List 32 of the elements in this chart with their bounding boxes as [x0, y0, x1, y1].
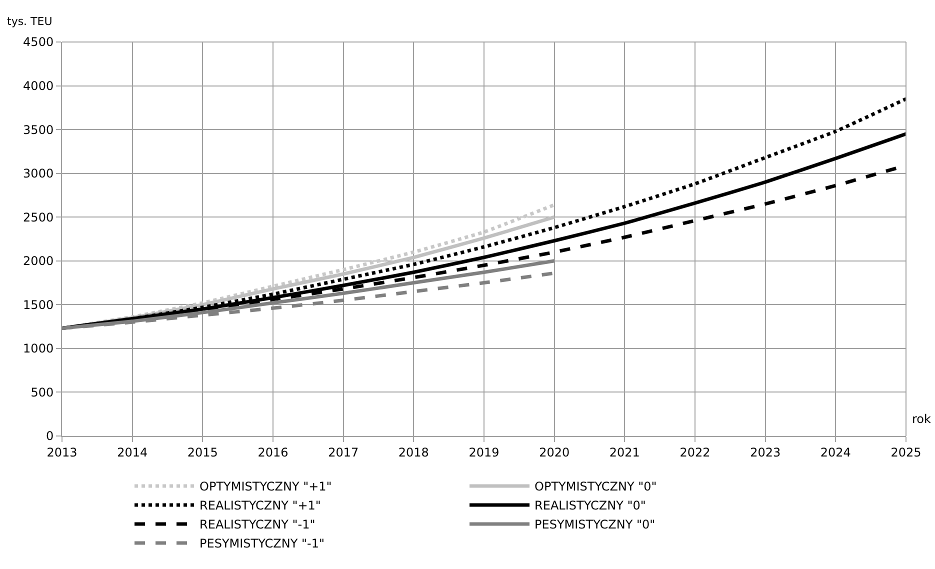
y-tick-label: 2000	[23, 254, 54, 268]
legend-label: PESYMISTYCZNY "-1"	[200, 536, 325, 551]
y-tick-label: 2500	[23, 210, 54, 224]
x-tick-label: 2018	[398, 445, 429, 460]
y-tick-label: 4000	[23, 78, 54, 93]
x-tick-label: 2020	[539, 445, 570, 460]
y-tick-label: 0	[46, 429, 54, 444]
x-tick-label: 2014	[117, 445, 148, 460]
x-tick-label: 2015	[187, 445, 218, 460]
legend-label: REALISTYCZNY "-1"	[200, 518, 316, 532]
y-tick-label: 4500	[23, 35, 54, 50]
y-axis-title: tys. TEU	[7, 15, 52, 28]
legend-label: PESYMISTYCZNY "0"	[534, 518, 656, 532]
x-tick-label: 2024	[820, 445, 851, 460]
x-tick-label: 2019	[468, 445, 500, 460]
y-tick-label: 3000	[23, 166, 54, 181]
x-axis-title: rok	[912, 412, 932, 426]
x-tick-label: 2022	[680, 445, 710, 460]
legend-label: OPTYMISTYCZNY "+1"	[200, 480, 332, 494]
x-tick-label: 2013	[46, 445, 78, 460]
y-tick-label: 500	[30, 385, 54, 400]
y-tick-label: 1500	[23, 298, 54, 312]
x-tick-label: 2017	[328, 445, 359, 460]
legend-label: REALISTYCZNY "0"	[534, 498, 646, 513]
x-tick-label: 2016	[258, 445, 288, 460]
legend-label: REALISTYCZNY "+1"	[200, 498, 321, 513]
x-tick-label: 2021	[609, 445, 640, 460]
y-tick-label: 1000	[23, 342, 54, 356]
legend-label: OPTYMISTYCZNY "0"	[534, 480, 657, 494]
x-tick-label: 2023	[750, 445, 781, 460]
y-tick-label: 3500	[23, 122, 54, 137]
x-tick-label: 2025	[890, 445, 922, 460]
